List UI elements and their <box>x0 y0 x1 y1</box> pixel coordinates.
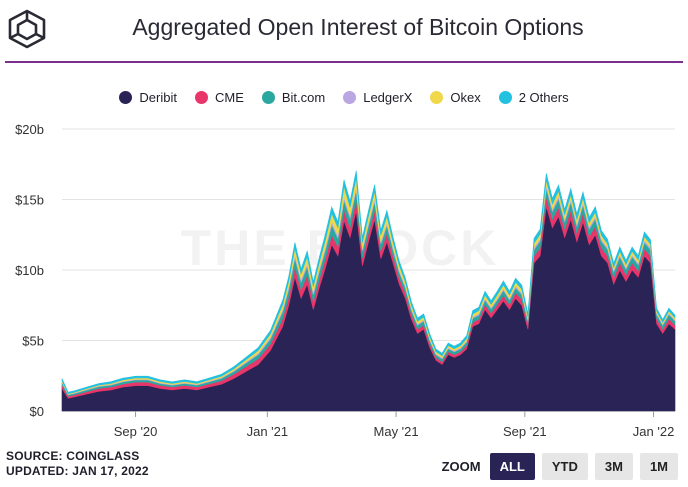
zoom-1m-button[interactable]: 1M <box>639 453 678 480</box>
zoom-controls: ZOOM ALL YTD 3M 1M <box>442 453 678 480</box>
x-tick-label: May '21 <box>374 424 419 439</box>
legend: Deribit CME Bit.com LedgerX Okex 2 Other… <box>0 90 688 105</box>
x-tick-label: Sep '21 <box>503 424 547 439</box>
source-note: SOURCE: COINGLASS UPDATED: JAN 17, 2022 <box>6 449 149 479</box>
legend-dot-icon <box>119 91 133 104</box>
y-tick-label: $20b <box>15 122 44 137</box>
zoom-3m-button[interactable]: 3M <box>594 453 633 480</box>
legend-dot-icon <box>430 91 444 104</box>
legend-item-okex[interactable]: Okex <box>430 90 481 105</box>
legend-label: Okex <box>450 90 481 105</box>
legend-label: LedgerX <box>363 90 413 105</box>
legend-label: Deribit <box>139 90 177 105</box>
title-divider <box>5 61 683 63</box>
source-text: SOURCE: COINGLASS <box>6 449 140 463</box>
legend-dot-icon <box>343 91 357 104</box>
y-tick-label: $15b <box>15 193 44 208</box>
x-tick-label: Jan '21 <box>247 424 289 439</box>
legend-label: 2 Others <box>518 90 569 105</box>
series-area-2-others <box>61 170 676 395</box>
updated-text: UPDATED: JAN 17, 2022 <box>6 464 149 478</box>
x-tick-label: Jan '22 <box>633 424 675 439</box>
legend-item-bitcom[interactable]: Bit.com <box>261 90 326 105</box>
x-tick-label: Sep '20 <box>114 424 158 439</box>
zoom-ytd-button[interactable]: YTD <box>541 453 588 480</box>
legend-item-deribit[interactable]: Deribit <box>119 90 177 105</box>
chart-title: Aggregated Open Interest of Bitcoin Opti… <box>132 14 584 40</box>
legend-label: CME <box>214 90 244 105</box>
legend-item-cme[interactable]: CME <box>194 90 244 105</box>
legend-dot-icon <box>194 91 208 104</box>
the-block-logo-icon <box>8 9 46 49</box>
zoom-all-button[interactable]: ALL <box>489 453 535 480</box>
y-tick-label: $10b <box>15 263 44 278</box>
legend-dot-icon <box>498 91 512 104</box>
legend-item-ledgerx[interactable]: LedgerX <box>343 90 412 105</box>
y-tick-label: $0 <box>30 404 44 419</box>
legend-item-others[interactable]: 2 Others <box>498 90 569 105</box>
legend-dot-icon <box>261 91 275 104</box>
zoom-label: ZOOM <box>441 459 481 474</box>
y-tick-label: $5b <box>22 334 44 349</box>
legend-label: Bit.com <box>281 90 326 105</box>
